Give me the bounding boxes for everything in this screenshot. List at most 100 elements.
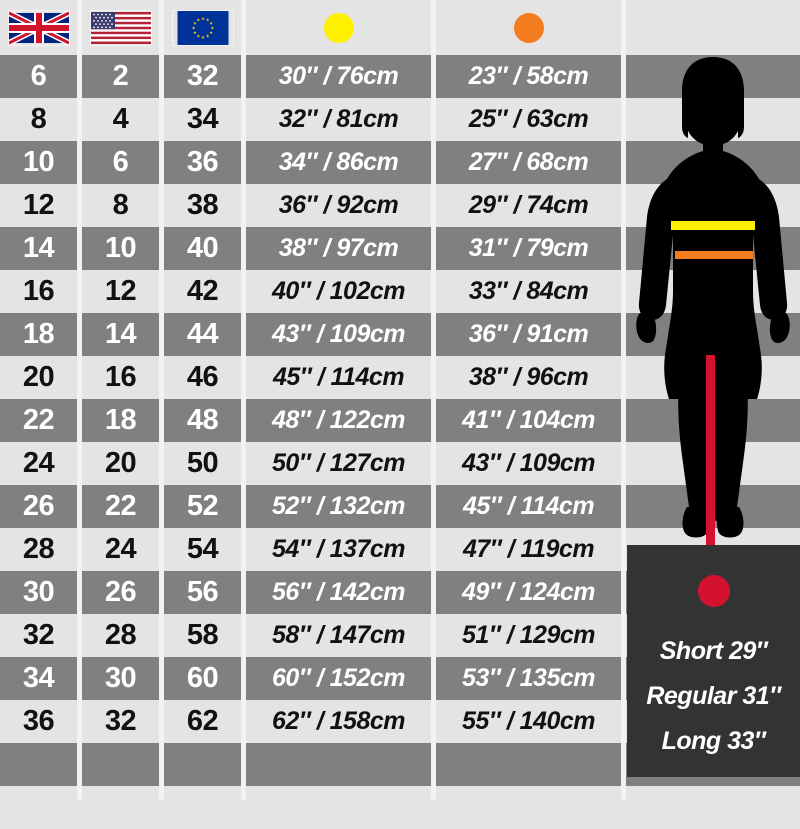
bust-measure-cell: 36″ / 92cm (278, 191, 399, 219)
eu-size-cell: 50 (186, 447, 219, 479)
waist-measure-cell: 29″ / 74cm (468, 191, 589, 219)
bust-measure-cell: 34″ / 86cm (278, 148, 399, 176)
header-cell-waist (436, 0, 621, 55)
eu-size-cell: 56 (186, 576, 219, 608)
eu-size-cell: 58 (186, 619, 219, 651)
waist-measure-cell: 53″ / 135cm (462, 664, 595, 692)
column-separator (159, 0, 164, 800)
us-size-cell: 10 (104, 232, 137, 264)
row-stripe (0, 786, 800, 829)
eu-size-cell: 40 (186, 232, 219, 264)
column-separator (241, 0, 246, 800)
column-separator (621, 0, 626, 800)
us-size-cell: 20 (104, 447, 137, 479)
inseam-regular-label: Regular 31″ (646, 682, 781, 710)
row-stripe (0, 141, 800, 184)
waist-measure-cell: 23″ / 58cm (468, 62, 589, 90)
us-size-cell: 12 (104, 275, 137, 307)
bust-measure-cell: 45″ / 114cm (272, 363, 405, 391)
waist-measure-cell: 38″ / 96cm (468, 363, 589, 391)
eu-flag-icon (177, 10, 228, 45)
waist-measure-cell: 25″ / 63cm (468, 105, 589, 133)
waist-measure-cell: 45″ / 114cm (462, 492, 595, 520)
uk-size-cell: 30 (22, 576, 55, 608)
uk-size-cell: 10 (22, 146, 55, 178)
uk-size-cell: 26 (22, 490, 55, 522)
us-size-cell: 6 (112, 146, 129, 178)
eu-size-cell: 32 (186, 60, 219, 92)
uk-size-cell: 8 (30, 103, 47, 135)
yellow-dot-icon (323, 12, 354, 43)
us-size-cell: 28 (104, 619, 137, 651)
bust-measure-cell: 56″ / 142cm (272, 578, 405, 606)
row-stripe (0, 485, 800, 528)
orange-dot-icon (513, 12, 544, 43)
bust-measure-cell: 32″ / 81cm (278, 105, 399, 133)
us-size-cell: 18 (104, 404, 137, 436)
waist-measure-cell: 43″ / 109cm (462, 449, 595, 477)
eu-size-cell: 42 (186, 275, 219, 307)
row-stripe (0, 55, 800, 98)
uk-size-cell: 28 (22, 533, 55, 565)
row-stripe (0, 442, 800, 485)
red-dot-icon (697, 575, 730, 607)
bust-measure-cell: 30″ / 76cm (278, 62, 399, 90)
eu-size-cell: 60 (186, 662, 219, 694)
us-size-cell: 14 (104, 318, 137, 350)
waist-measure-cell: 31″ / 79cm (468, 234, 589, 262)
chart-header (0, 0, 800, 55)
us-size-cell: 22 (104, 490, 137, 522)
inseam-long-label: Long 33″ (661, 727, 766, 755)
us-size-cell: 2 (112, 60, 129, 92)
waist-measure-cell: 55″ / 140cm (462, 707, 595, 735)
eu-size-cell: 62 (186, 705, 219, 737)
us-size-cell: 24 (104, 533, 137, 565)
uk-size-cell: 22 (22, 404, 55, 436)
uk-size-cell: 34 (22, 662, 55, 694)
bust-measure-cell: 58″ / 147cm (272, 621, 405, 649)
us-size-cell: 30 (104, 662, 137, 694)
header-cell-bust (246, 0, 431, 55)
bust-measure-cell: 38″ / 97cm (278, 234, 399, 262)
bust-measure-cell: 60″ / 152cm (272, 664, 405, 692)
uk-size-cell: 18 (22, 318, 55, 350)
size-chart: 6 2 32 30″ / 76cm 23″ / 58cm 8 4 34 32″ / 81cm 25… (0, 0, 800, 800)
uk-size-cell: 12 (22, 189, 55, 221)
bust-measure-cell: 48″ / 122cm (272, 406, 405, 434)
inseam-legend: Short 29″ Regular 31″ Long 33″ (627, 545, 800, 777)
yellow-bust-measure-line (671, 221, 755, 230)
waist-measure-cell: 47″ / 119cm (462, 535, 595, 563)
uk-size-cell: 36 (22, 705, 55, 737)
waist-measure-cell: 51″ / 129cm (462, 621, 595, 649)
bust-measure-cell: 54″ / 137cm (272, 535, 405, 563)
row-stripe (0, 399, 800, 442)
us-size-cell: 16 (104, 361, 137, 393)
column-separator (431, 0, 436, 800)
header-cell-eu (164, 0, 241, 55)
eu-size-cell: 46 (186, 361, 219, 393)
uk-flag-icon (8, 10, 69, 45)
header-cell-uk (0, 0, 77, 55)
orange-waist-measure-line (675, 251, 753, 259)
bust-measure-cell: 62″ / 158cm (272, 707, 405, 735)
row-stripe (0, 98, 800, 141)
uk-size-cell: 20 (22, 361, 55, 393)
us-size-cell: 8 (112, 189, 129, 221)
eu-size-cell: 52 (186, 490, 219, 522)
uk-size-cell: 24 (22, 447, 55, 479)
bust-measure-cell: 50″ / 127cm (272, 449, 405, 477)
waist-measure-cell: 41″ / 104cm (462, 406, 595, 434)
eu-size-cell: 36 (186, 146, 219, 178)
bust-measure-cell: 43″ / 109cm (272, 320, 405, 348)
uk-size-cell: 16 (22, 275, 55, 307)
waist-measure-cell: 27″ / 68cm (468, 148, 589, 176)
uk-size-cell: 6 (30, 60, 47, 92)
us-size-cell: 4 (112, 103, 129, 135)
column-separator (77, 0, 82, 800)
bust-measure-cell: 52″ / 132cm (272, 492, 405, 520)
waist-measure-cell: 33″ / 84cm (468, 277, 589, 305)
us-flag-icon (90, 11, 151, 44)
eu-size-cell: 38 (186, 189, 219, 221)
eu-size-cell: 34 (186, 103, 219, 135)
uk-size-cell: 32 (22, 619, 55, 651)
